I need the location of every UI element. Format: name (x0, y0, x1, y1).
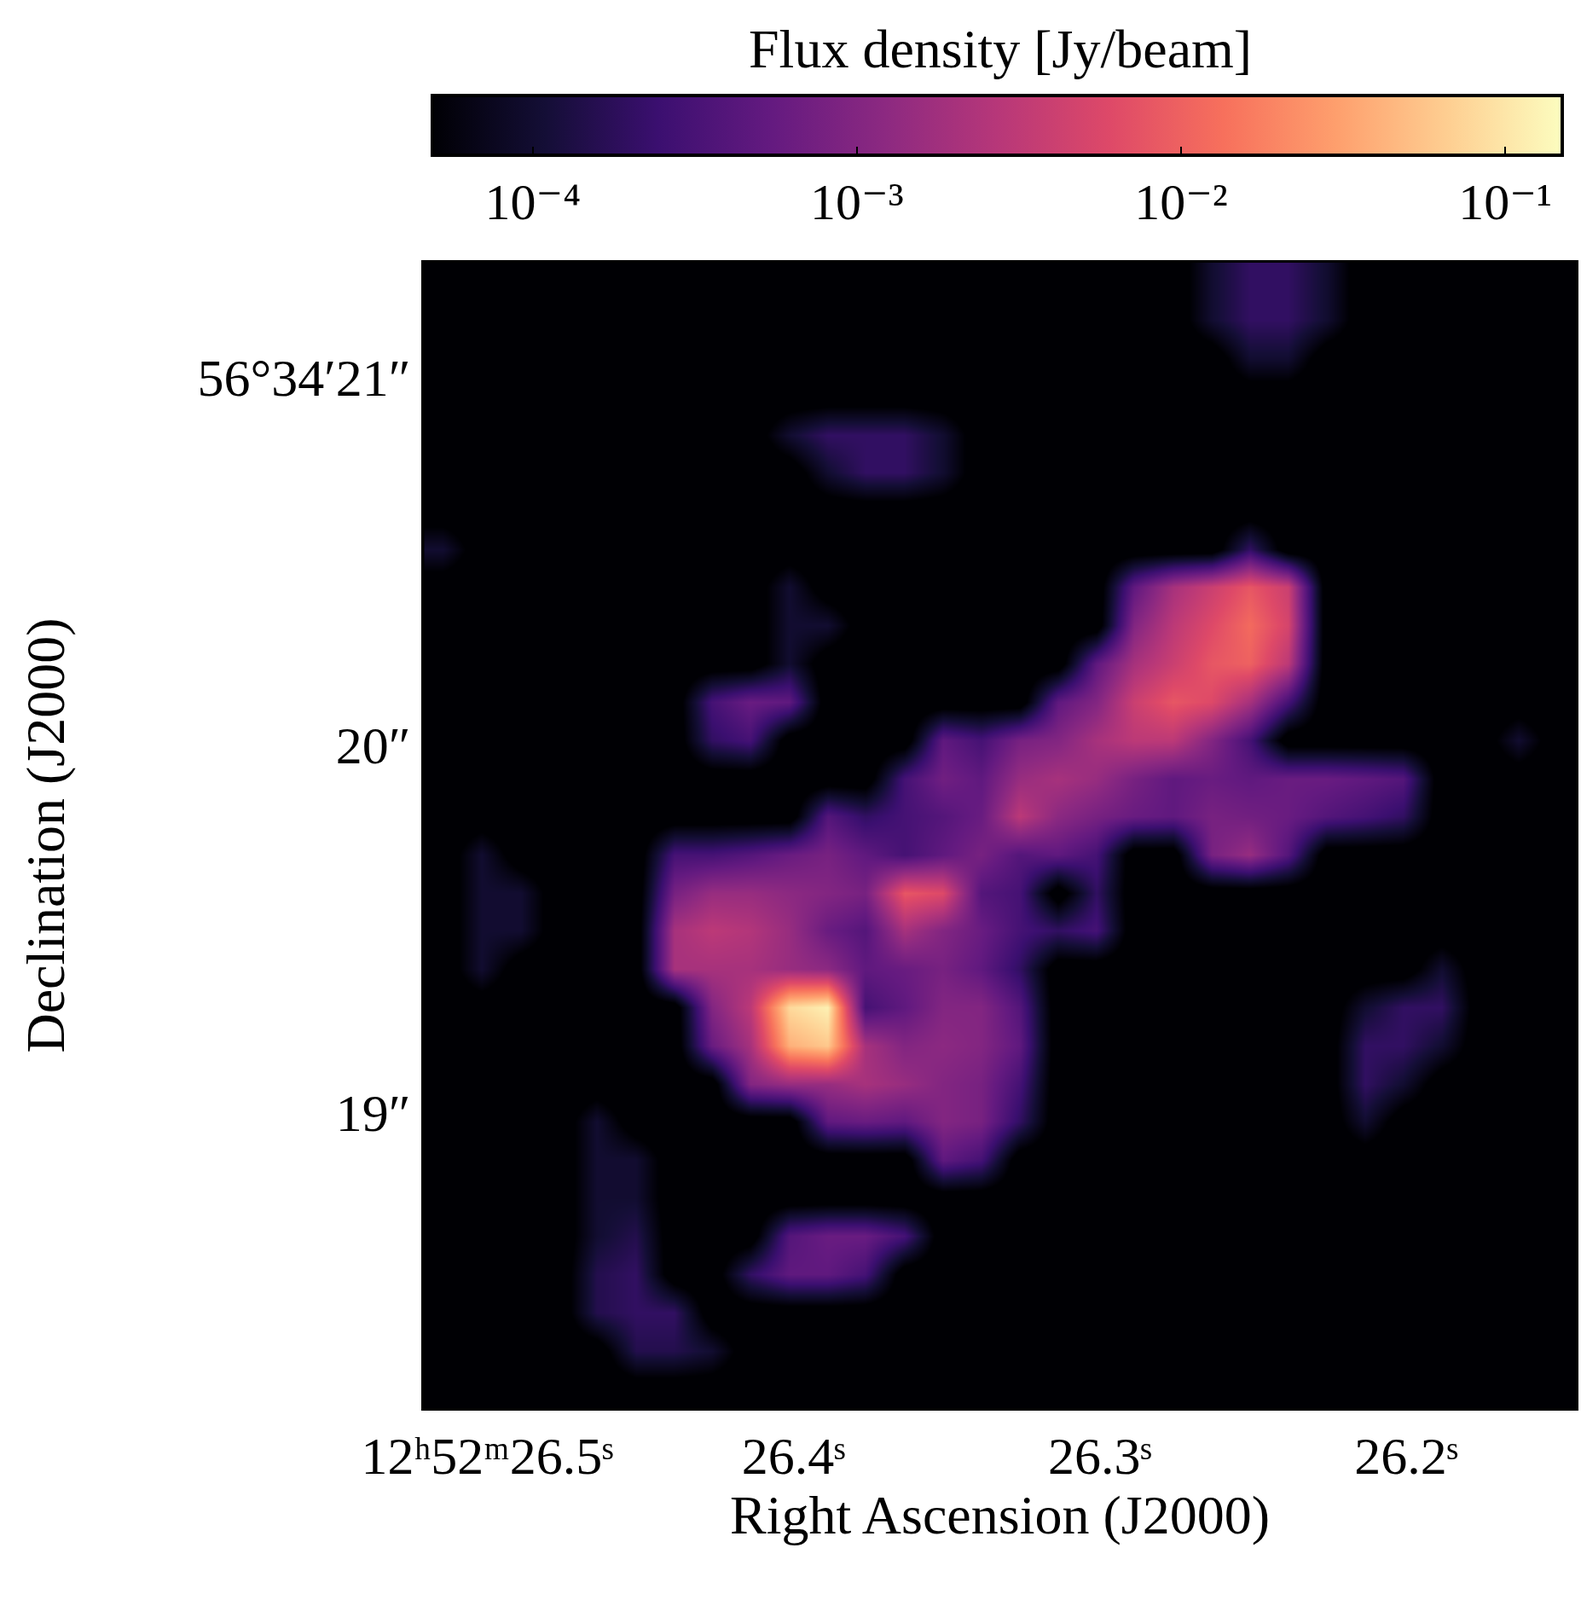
svg-text:10⁻¹: 10⁻¹ (1458, 173, 1553, 231)
svg-text:10⁻⁴: 10⁻⁴ (484, 173, 581, 231)
svg-text:20″: 20″ (335, 716, 412, 775)
svg-text:26.2ˢ: 26.2ˢ (1354, 1426, 1459, 1485)
svg-text:56°34′21″: 56°34′21″ (196, 348, 411, 407)
svg-text:Right Ascension (J2000): Right Ascension (J2000) (729, 1484, 1270, 1546)
svg-text:10⁻²: 10⁻² (1134, 173, 1228, 231)
svg-text:10⁻³: 10⁻³ (810, 173, 904, 231)
svg-text:Flux density [Jy/beam]: Flux density [Jy/beam] (748, 18, 1252, 80)
svg-text:19″: 19″ (335, 1083, 412, 1142)
svg-text:Declination (J2000): Declination (J2000) (15, 617, 76, 1053)
svg-text:26.4ˢ: 26.4ˢ (741, 1426, 846, 1485)
svg-text:26.3ˢ: 26.3ˢ (1048, 1426, 1153, 1485)
svg-text:12ʰ52ᵐ26.5ˢ: 12ʰ52ᵐ26.5ˢ (360, 1426, 614, 1485)
